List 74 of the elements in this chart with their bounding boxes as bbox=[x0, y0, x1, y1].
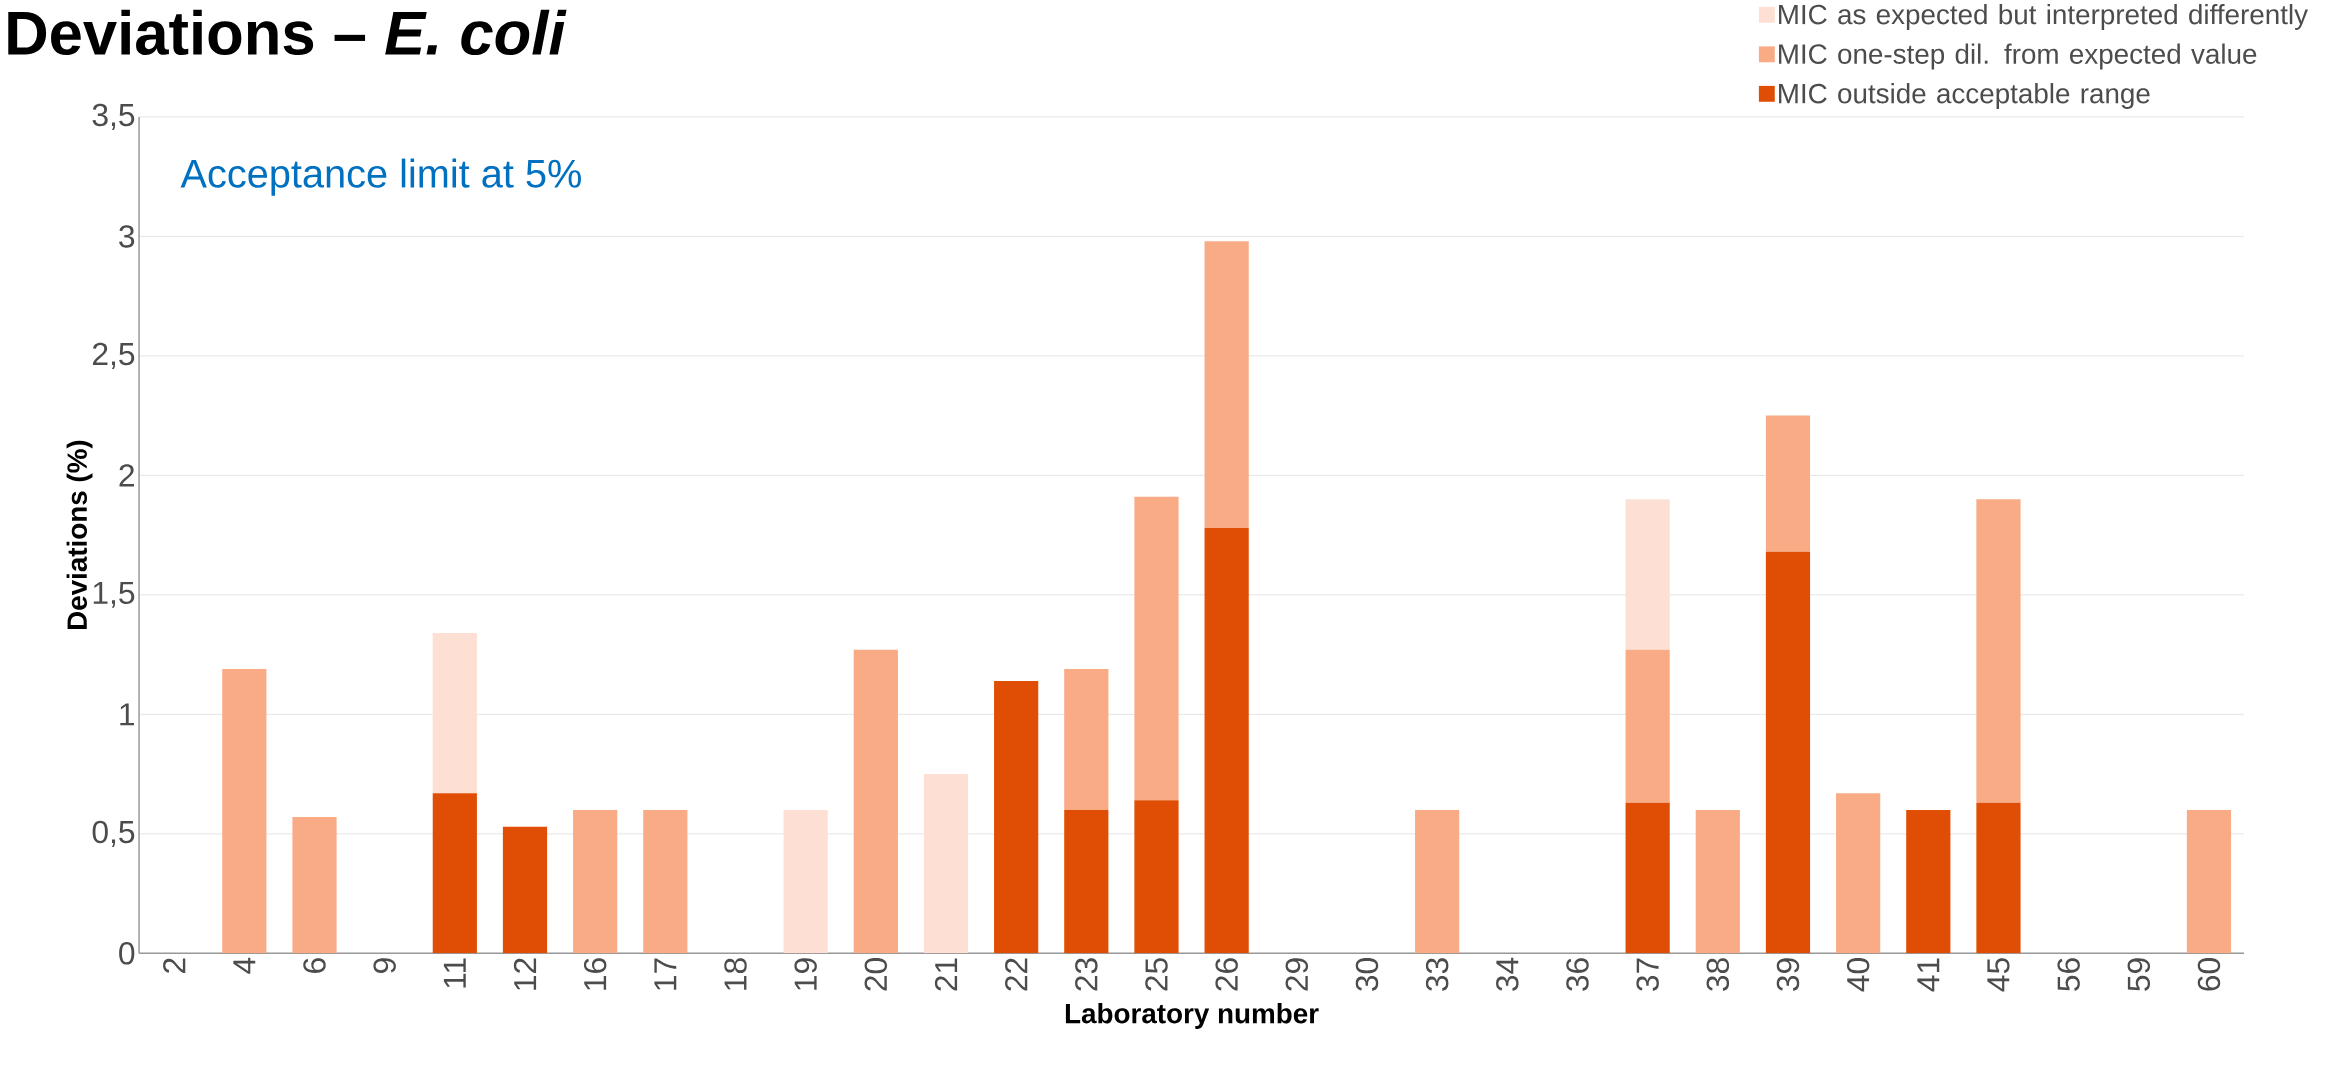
bar bbox=[1906, 810, 1951, 954]
x-tick-label: 39 bbox=[1776, 958, 1800, 992]
bar bbox=[1134, 497, 1179, 801]
bar bbox=[853, 650, 898, 954]
y-tick-label: 2 bbox=[119, 464, 134, 487]
x-tick-label: 12 bbox=[513, 958, 537, 990]
x-tick-label: 30 bbox=[1355, 958, 1379, 992]
x-tick-label: 22 bbox=[1005, 958, 1028, 991]
y-tick-label: 1 bbox=[120, 703, 135, 726]
x-tick-label: 4 bbox=[233, 957, 256, 974]
x-tick-label: 25 bbox=[1145, 958, 1168, 991]
x-tick-label: 9 bbox=[373, 958, 396, 974]
legend-label: MIC outside acceptable range bbox=[1779, 83, 2150, 110]
x-tick-label: 29 bbox=[1285, 958, 1309, 991]
bar bbox=[1415, 810, 1460, 954]
y-tick-label: 3,5 bbox=[92, 103, 135, 131]
x-tick-label: 56 bbox=[2057, 958, 2080, 992]
bar bbox=[432, 633, 477, 794]
bar bbox=[1204, 528, 1249, 954]
annotation: Acceptance limit at 5% bbox=[180, 158, 581, 196]
bar bbox=[1695, 810, 1740, 954]
x-tick-label: 23 bbox=[1075, 958, 1098, 991]
bar bbox=[292, 817, 337, 954]
bar bbox=[1765, 552, 1811, 954]
bar bbox=[1976, 499, 2021, 803]
bar bbox=[1064, 669, 1109, 811]
bar bbox=[222, 669, 267, 954]
x-tick-label: 60 bbox=[2197, 958, 2221, 991]
x-tick-label: 38 bbox=[1706, 958, 1730, 992]
bar bbox=[2186, 810, 2232, 954]
bar bbox=[573, 810, 618, 954]
x-tick-label: 6 bbox=[303, 958, 326, 974]
x-tick-label: 16 bbox=[583, 958, 607, 990]
legend-label: MIC as expected but interpreted differently bbox=[1779, 4, 2308, 31]
x-tick-label: 20 bbox=[864, 958, 888, 991]
x-tick-label: 21 bbox=[934, 958, 958, 991]
x-tick-label: 37 bbox=[1636, 958, 1659, 992]
bar bbox=[1625, 802, 1670, 954]
x-tick-label: 18 bbox=[724, 958, 747, 990]
x-tick-label: 34 bbox=[1496, 957, 1519, 992]
bar bbox=[1064, 810, 1109, 954]
bar bbox=[1625, 650, 1670, 803]
y-tick-label: 1,5 bbox=[93, 582, 135, 609]
y-tick-label: 2,5 bbox=[92, 342, 135, 370]
bar bbox=[1976, 802, 2021, 954]
bar bbox=[1204, 241, 1249, 529]
bar bbox=[1765, 415, 1811, 553]
x-tick-label: 26 bbox=[1215, 958, 1238, 991]
chart-title: Deviations – E. coli bbox=[8, 10, 567, 56]
x-tick-label: 17 bbox=[654, 958, 677, 990]
x-axis-title: Laboratory number bbox=[1065, 1003, 1319, 1030]
bar bbox=[783, 810, 828, 954]
bar bbox=[994, 681, 1039, 954]
y-tick-label: 0,5 bbox=[92, 820, 135, 848]
y-axis-title: Deviations (%) bbox=[66, 440, 93, 630]
bar bbox=[1625, 499, 1670, 651]
bar bbox=[502, 826, 548, 954]
y-tick-label: 3 bbox=[119, 225, 135, 248]
x-tick-label: 40 bbox=[1846, 958, 1870, 992]
x-tick-label: 11 bbox=[443, 958, 466, 988]
x-tick-label: 36 bbox=[1566, 958, 1589, 992]
bar bbox=[923, 774, 969, 954]
x-tick-label: 59 bbox=[2127, 958, 2151, 992]
x-tick-label: 2 bbox=[163, 958, 186, 974]
bar bbox=[643, 810, 688, 954]
x-tick-label: 45 bbox=[1987, 958, 2010, 992]
x-tick-label: 33 bbox=[1425, 958, 1449, 992]
bar bbox=[432, 793, 477, 954]
bar bbox=[1134, 800, 1179, 954]
legend-label: MIC one-step dil. from expected value bbox=[1779, 43, 2257, 70]
x-tick-label: 19 bbox=[794, 958, 817, 990]
y-tick-label: 0 bbox=[119, 942, 135, 965]
bar bbox=[1836, 793, 1881, 954]
x-tick-label: 41 bbox=[1917, 958, 1940, 992]
